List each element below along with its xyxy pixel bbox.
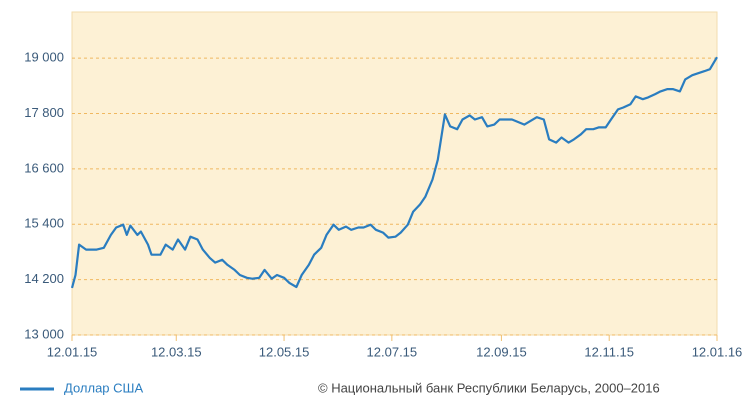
y-tick-label: 14 200 (24, 271, 64, 286)
y-tick-label: 13 000 (24, 326, 64, 341)
x-tick-label: 12.01.15 (47, 344, 98, 359)
plot-area (71, 11, 718, 336)
y-tick-label: 16 600 (24, 160, 64, 175)
x-tick-label: 12.05.15 (259, 344, 310, 359)
x-tick-label: 12.07.15 (367, 344, 418, 359)
y-tick-label: 15 400 (24, 216, 64, 231)
legend-label: Доллар США (64, 380, 143, 395)
x-tick-label: 12.03.15 (151, 344, 202, 359)
y-tick-label: 19 000 (24, 50, 64, 65)
x-tick-label: 12.11.15 (584, 344, 634, 359)
x-tick-label: 12.01.16 (692, 344, 743, 359)
x-tick-label: 12.09.15 (476, 344, 527, 359)
source: © Национальный банк Республики Беларусь,… (318, 380, 660, 395)
line (70, 56, 718, 289)
y-tick-label: 17 800 (24, 105, 64, 120)
